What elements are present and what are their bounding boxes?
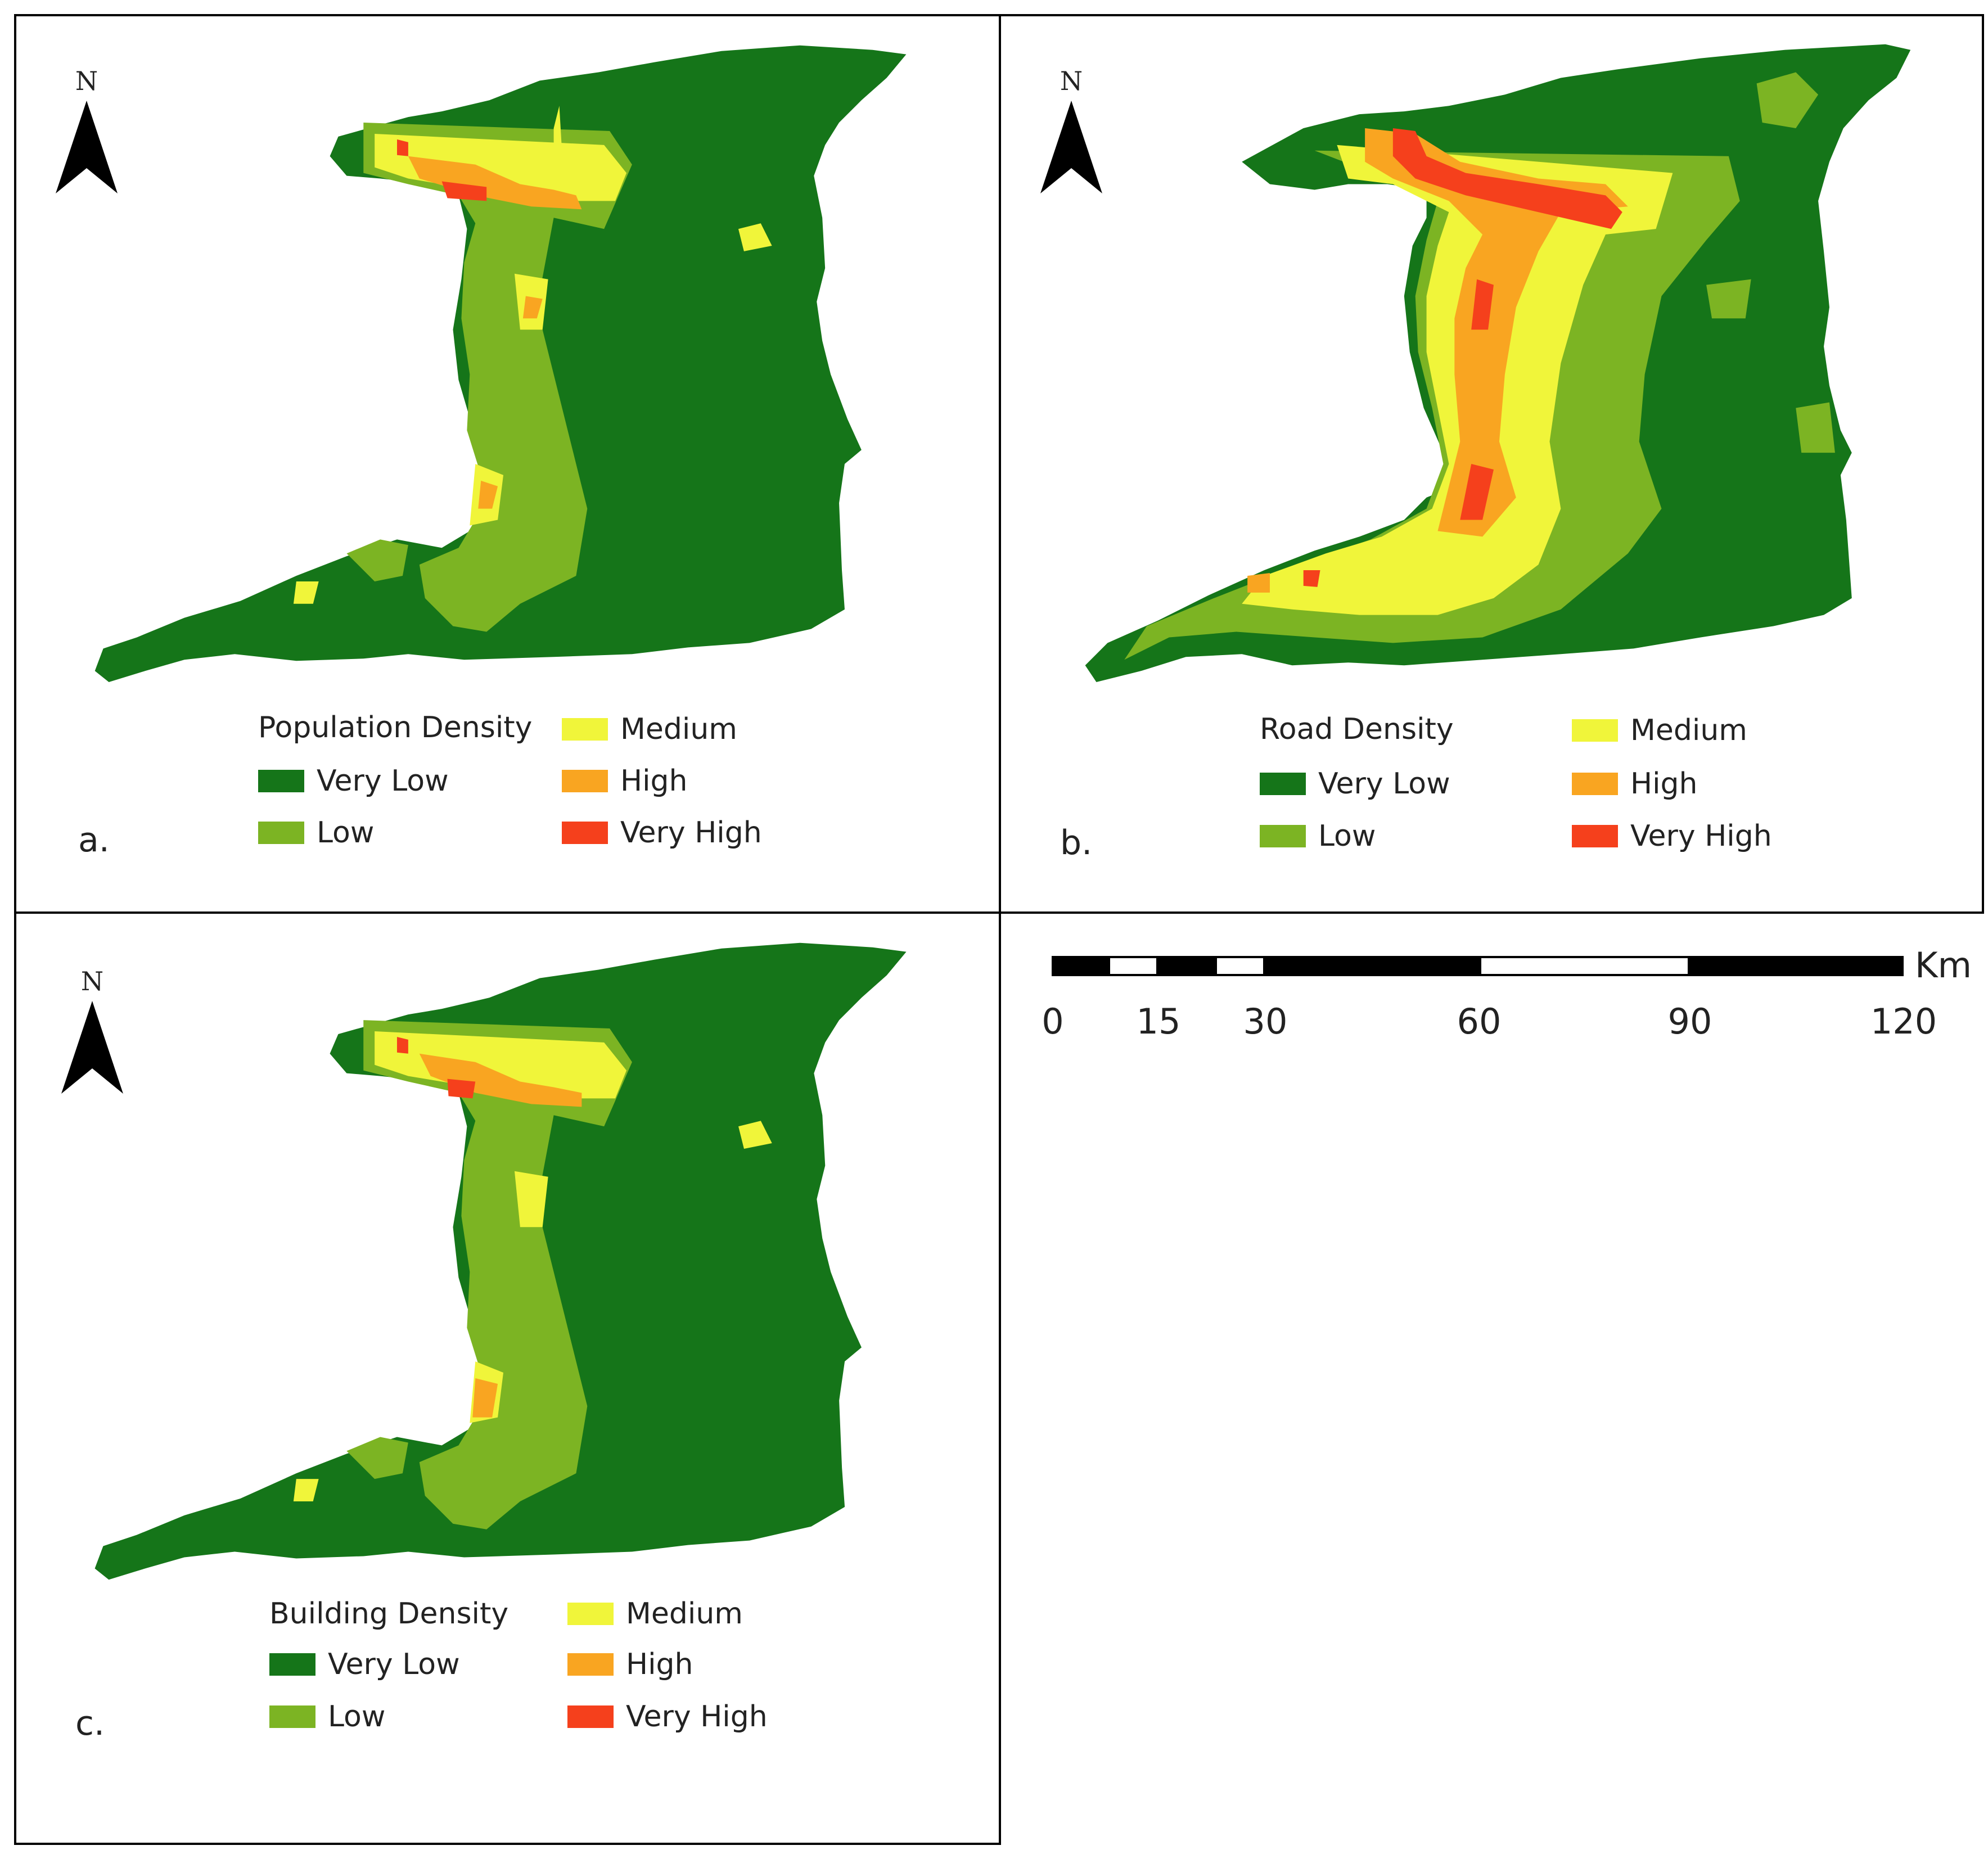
legend-title: Building Density	[269, 1597, 509, 1631]
legend-swatch-very-low	[258, 770, 304, 792]
legend-title: Population Density	[258, 711, 533, 744]
legend-label: Low	[1318, 819, 1376, 853]
legend-label: Low	[328, 1700, 386, 1734]
legend-swatch-medium	[562, 718, 608, 741]
panel-label: c.	[75, 1704, 105, 1743]
legend-item-very-high: Very High	[1572, 819, 1772, 853]
north-arrow: N	[53, 67, 120, 196]
legend-label: Medium	[626, 1597, 743, 1631]
panel-label: b.	[1060, 823, 1093, 863]
legend-title: Road Density	[1260, 712, 1454, 746]
map-panel-road-density: N Road Density Very Low Low Medium High …	[999, 14, 1984, 914]
scale-segment	[1158, 956, 1215, 976]
legend-swatch-low	[269, 1705, 315, 1728]
legend-item-medium: Medium	[1572, 714, 1747, 747]
very-high-density-zones	[396, 139, 487, 201]
building-density-map	[94, 942, 907, 1580]
scale-tick-label: 90	[1667, 1001, 1712, 1042]
legend-label: High	[626, 1648, 693, 1681]
scale-segment	[1108, 956, 1158, 976]
legend-swatch-very-high	[1572, 825, 1618, 847]
legend-swatch-low	[258, 822, 304, 844]
legend-label: High	[620, 764, 688, 798]
legend-item-very-high: Very High	[562, 816, 762, 850]
legend-label: Medium	[620, 712, 737, 746]
legend-item-very-high: Very High	[567, 1700, 768, 1734]
legend-swatch-medium	[567, 1603, 614, 1625]
legend-label: High	[1630, 767, 1698, 801]
legend-item-high: High	[1572, 767, 1698, 801]
north-label: N	[1060, 66, 1083, 96]
road-density-map	[1085, 44, 1911, 683]
scale-tick-label: 30	[1243, 1001, 1288, 1042]
legend-swatch-very-low	[269, 1653, 315, 1676]
legend-item-medium: Medium	[567, 1597, 743, 1631]
legend-label: Very High	[1630, 819, 1772, 853]
legend-item-low: Low	[258, 816, 374, 850]
legend-label: Very High	[620, 816, 762, 850]
very-high-density-zones	[1303, 128, 1622, 587]
legend-swatch-medium	[1572, 719, 1618, 742]
scale-segment	[1052, 956, 1108, 976]
legend-item-low: Low	[269, 1700, 385, 1734]
scale-tick-label: 15	[1136, 1001, 1181, 1042]
legend-item-medium: Medium	[562, 712, 737, 746]
legend-swatch-high	[567, 1653, 614, 1676]
legend-label: Low	[317, 816, 375, 850]
scale-tick-label: 0	[1042, 1001, 1064, 1042]
legend-swatch-very-low	[1260, 773, 1306, 795]
legend-item-very-low: Very Low	[1260, 767, 1450, 801]
north-arrow: N	[58, 967, 126, 1097]
north-arrow-icon	[61, 1001, 123, 1094]
scale-tick-label: 60	[1457, 1001, 1502, 1042]
high-density-zones	[408, 156, 582, 509]
panel-label: a.	[78, 820, 110, 860]
legend-swatch-high	[562, 770, 608, 792]
scale-segment	[1265, 956, 1479, 976]
scale-tick-label: 120	[1870, 1001, 1937, 1042]
legend-item-high: High	[562, 764, 688, 798]
north-label: N	[80, 966, 104, 996]
legend-label: Very High	[626, 1700, 768, 1734]
high-density-zones	[419, 1053, 582, 1418]
north-arrow-icon	[1040, 101, 1102, 193]
legend-swatch-high	[1572, 773, 1618, 795]
scale-unit-label: Km	[1915, 945, 1972, 986]
scale-segment	[1215, 956, 1265, 976]
map-panel-building-density: N Building Density Very Low Low Medium H…	[14, 912, 1001, 1845]
legend-label: Very Low	[317, 764, 449, 798]
legend-swatch-very-high	[562, 822, 608, 844]
legend-item-very-low: Very Low	[258, 764, 449, 798]
scale-bar: Km 0 15 30 60 90 120	[1042, 945, 1974, 1091]
legend-item-low: Low	[1260, 819, 1376, 853]
scale-segment	[1479, 956, 1690, 976]
legend-item-high: High	[567, 1648, 693, 1681]
low-density-zones	[346, 1020, 632, 1529]
north-label: N	[75, 66, 98, 96]
very-high-density-zones	[396, 1036, 476, 1099]
legend-swatch-very-high	[567, 1705, 614, 1728]
low-density-zones	[346, 123, 632, 632]
legend-label: Medium	[1630, 714, 1747, 747]
scale-segment	[1690, 956, 1904, 976]
north-arrow-icon	[56, 101, 118, 193]
legend-item-very-low: Very Low	[269, 1648, 460, 1681]
legend-label: Very Low	[328, 1648, 460, 1681]
legend-label: Very Low	[1318, 767, 1450, 801]
population-density-map	[94, 45, 907, 683]
legend-swatch-low	[1260, 825, 1306, 847]
map-panel-population-density: N Population Density Very Low Low Medium…	[14, 14, 1001, 914]
high-density-zones	[1247, 128, 1628, 593]
north-arrow: N	[1038, 67, 1105, 196]
